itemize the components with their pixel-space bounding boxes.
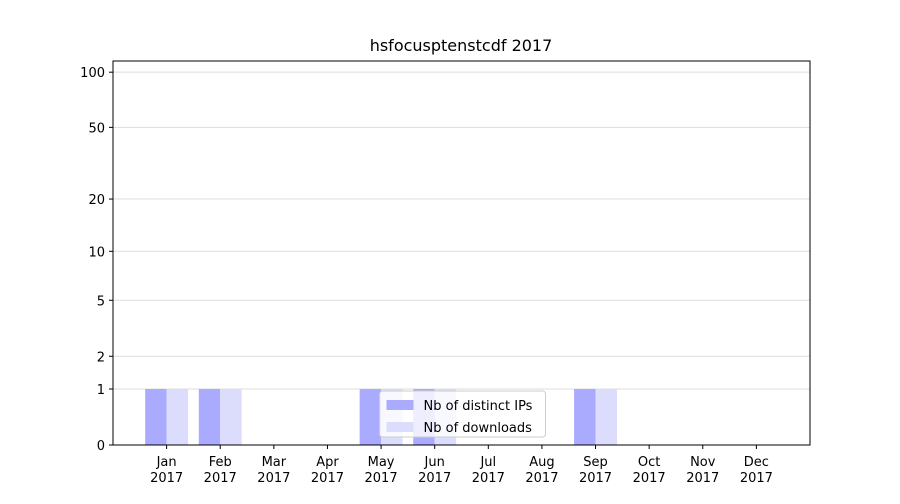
legend-label: Nb of downloads [424,421,533,436]
x-tick-label: Jun 2017 [418,455,451,486]
y-tick-label: 100 [80,66,105,81]
bar [595,389,617,445]
plot-frame [112,60,811,446]
x-tick-label: Oct 2017 [633,455,666,486]
y-tick-label: 2 [97,350,105,365]
x-tick-label: Jul 2017 [472,455,505,486]
y-tick-label: 20 [88,193,105,208]
bar [574,389,596,445]
x-tick-label: Feb 2017 [204,455,237,486]
x-tick-label: Aug 2017 [525,455,558,486]
legend-label: Nb of distinct IPs [424,399,533,414]
legend-swatch [386,422,414,432]
bar [166,389,189,445]
bar [220,389,242,445]
x-tick-label: Nov 2017 [686,455,719,486]
bar [359,389,382,445]
y-tick-label: 50 [88,121,105,136]
y-tick-label: 5 [97,294,105,309]
x-tick-label: May 2017 [365,455,398,486]
legend-swatch [386,400,414,410]
chart-title: hsfocusptenstcdf 2017 [370,36,553,55]
bar [145,389,167,445]
x-tick-label: Jan 2017 [150,455,183,486]
legend-box [379,390,546,438]
x-tick-label: Apr 2017 [311,455,344,486]
bar [198,389,221,445]
x-tick-label: Dec 2017 [740,455,773,486]
y-tick-label: 1 [97,383,105,398]
y-tick-label: 0 [97,439,105,454]
x-tick-label: Sep 2017 [579,455,612,486]
y-tick-label: 10 [88,245,105,260]
x-tick-label: Mar 2017 [257,455,290,486]
